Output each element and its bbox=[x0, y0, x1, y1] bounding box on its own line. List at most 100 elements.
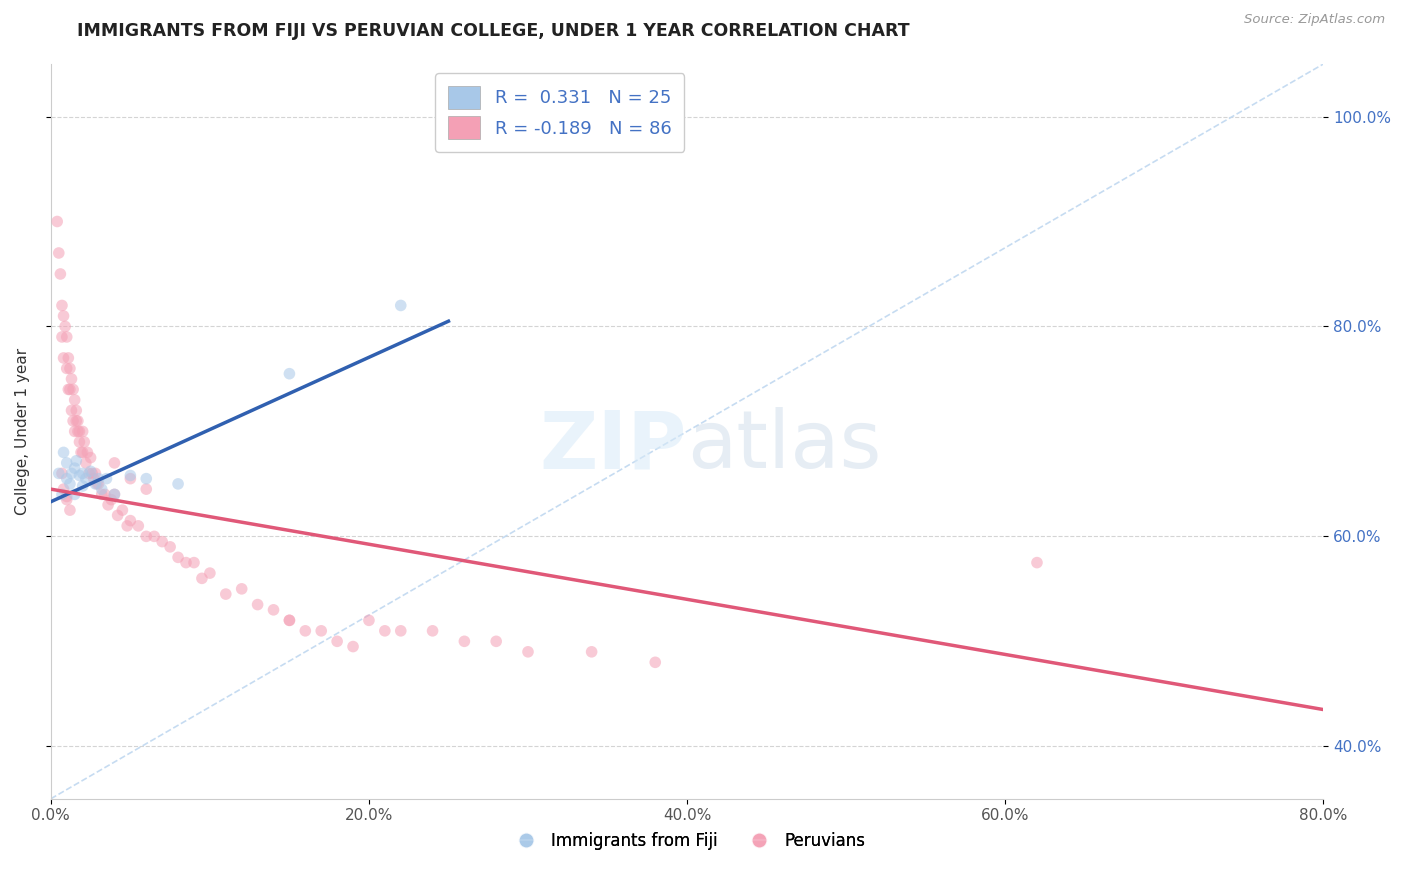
Point bbox=[87, 472, 110, 486]
Point bbox=[65, 403, 87, 417]
Point bbox=[120, 514, 142, 528]
Point bbox=[374, 624, 396, 638]
Legend: Immigrants from Fiji, Peruvians: Immigrants from Fiji, Peruvians bbox=[502, 825, 872, 856]
Point bbox=[103, 487, 125, 501]
Point bbox=[63, 392, 86, 407]
Point bbox=[174, 556, 197, 570]
Point bbox=[309, 624, 332, 638]
Point bbox=[246, 598, 269, 612]
Point bbox=[644, 656, 666, 670]
Point bbox=[83, 472, 105, 486]
Point bbox=[51, 330, 73, 344]
Point bbox=[76, 445, 98, 459]
Point bbox=[49, 267, 72, 281]
Point bbox=[52, 445, 75, 459]
Point bbox=[51, 298, 73, 312]
Point bbox=[72, 467, 94, 481]
Point bbox=[191, 571, 214, 585]
Point bbox=[77, 467, 100, 481]
Point bbox=[58, 351, 80, 365]
Point bbox=[485, 634, 508, 648]
Point bbox=[215, 587, 238, 601]
Point bbox=[75, 472, 97, 486]
Point bbox=[48, 246, 70, 260]
Point bbox=[97, 498, 120, 512]
Point bbox=[55, 492, 77, 507]
Point bbox=[55, 361, 77, 376]
Point bbox=[135, 482, 157, 496]
Text: IMMIGRANTS FROM FIJI VS PERUVIAN COLLEGE, UNDER 1 YEAR CORRELATION CHART: IMMIGRANTS FROM FIJI VS PERUVIAN COLLEGE… bbox=[77, 22, 910, 40]
Point bbox=[294, 624, 316, 638]
Point bbox=[59, 361, 82, 376]
Point bbox=[96, 472, 118, 486]
Point bbox=[111, 503, 134, 517]
Point bbox=[115, 519, 138, 533]
Point bbox=[94, 487, 117, 501]
Point bbox=[59, 383, 82, 397]
Point bbox=[1026, 556, 1049, 570]
Point bbox=[581, 645, 603, 659]
Point bbox=[58, 383, 80, 397]
Point bbox=[55, 456, 77, 470]
Point bbox=[90, 482, 112, 496]
Point bbox=[65, 454, 87, 468]
Point bbox=[60, 467, 83, 481]
Point bbox=[135, 529, 157, 543]
Point bbox=[65, 414, 87, 428]
Point bbox=[55, 330, 77, 344]
Point bbox=[326, 634, 349, 648]
Point bbox=[51, 467, 73, 481]
Point bbox=[159, 540, 181, 554]
Point bbox=[422, 624, 444, 638]
Point bbox=[69, 468, 91, 483]
Point bbox=[55, 472, 77, 486]
Point bbox=[69, 425, 91, 439]
Point bbox=[75, 456, 97, 470]
Point bbox=[107, 508, 129, 523]
Point bbox=[84, 476, 107, 491]
Point bbox=[60, 403, 83, 417]
Point bbox=[517, 645, 540, 659]
Point bbox=[79, 464, 101, 478]
Point bbox=[278, 367, 301, 381]
Point bbox=[63, 461, 86, 475]
Point bbox=[357, 613, 380, 627]
Point bbox=[59, 476, 82, 491]
Point bbox=[389, 624, 412, 638]
Point bbox=[52, 351, 75, 365]
Point bbox=[60, 372, 83, 386]
Point bbox=[63, 425, 86, 439]
Point bbox=[79, 450, 101, 465]
Point bbox=[100, 492, 122, 507]
Point bbox=[103, 456, 125, 470]
Point bbox=[120, 472, 142, 486]
Point bbox=[52, 309, 75, 323]
Text: atlas: atlas bbox=[688, 407, 882, 485]
Point bbox=[135, 472, 157, 486]
Point bbox=[73, 434, 96, 449]
Point bbox=[103, 487, 125, 501]
Point bbox=[69, 434, 91, 449]
Point bbox=[198, 566, 221, 580]
Point bbox=[87, 476, 110, 491]
Point bbox=[278, 613, 301, 627]
Point bbox=[167, 476, 190, 491]
Text: Source: ZipAtlas.com: Source: ZipAtlas.com bbox=[1244, 13, 1385, 27]
Point bbox=[84, 467, 107, 481]
Point bbox=[72, 445, 94, 459]
Point bbox=[120, 468, 142, 483]
Point bbox=[90, 487, 112, 501]
Point bbox=[86, 476, 108, 491]
Point bbox=[62, 383, 84, 397]
Point bbox=[46, 214, 69, 228]
Y-axis label: College, Under 1 year: College, Under 1 year bbox=[15, 348, 30, 515]
Point bbox=[453, 634, 475, 648]
Point bbox=[52, 482, 75, 496]
Point bbox=[263, 603, 285, 617]
Point bbox=[51, 487, 73, 501]
Point bbox=[278, 613, 301, 627]
Point bbox=[72, 479, 94, 493]
Point bbox=[167, 550, 190, 565]
Point bbox=[63, 487, 86, 501]
Point bbox=[62, 414, 84, 428]
